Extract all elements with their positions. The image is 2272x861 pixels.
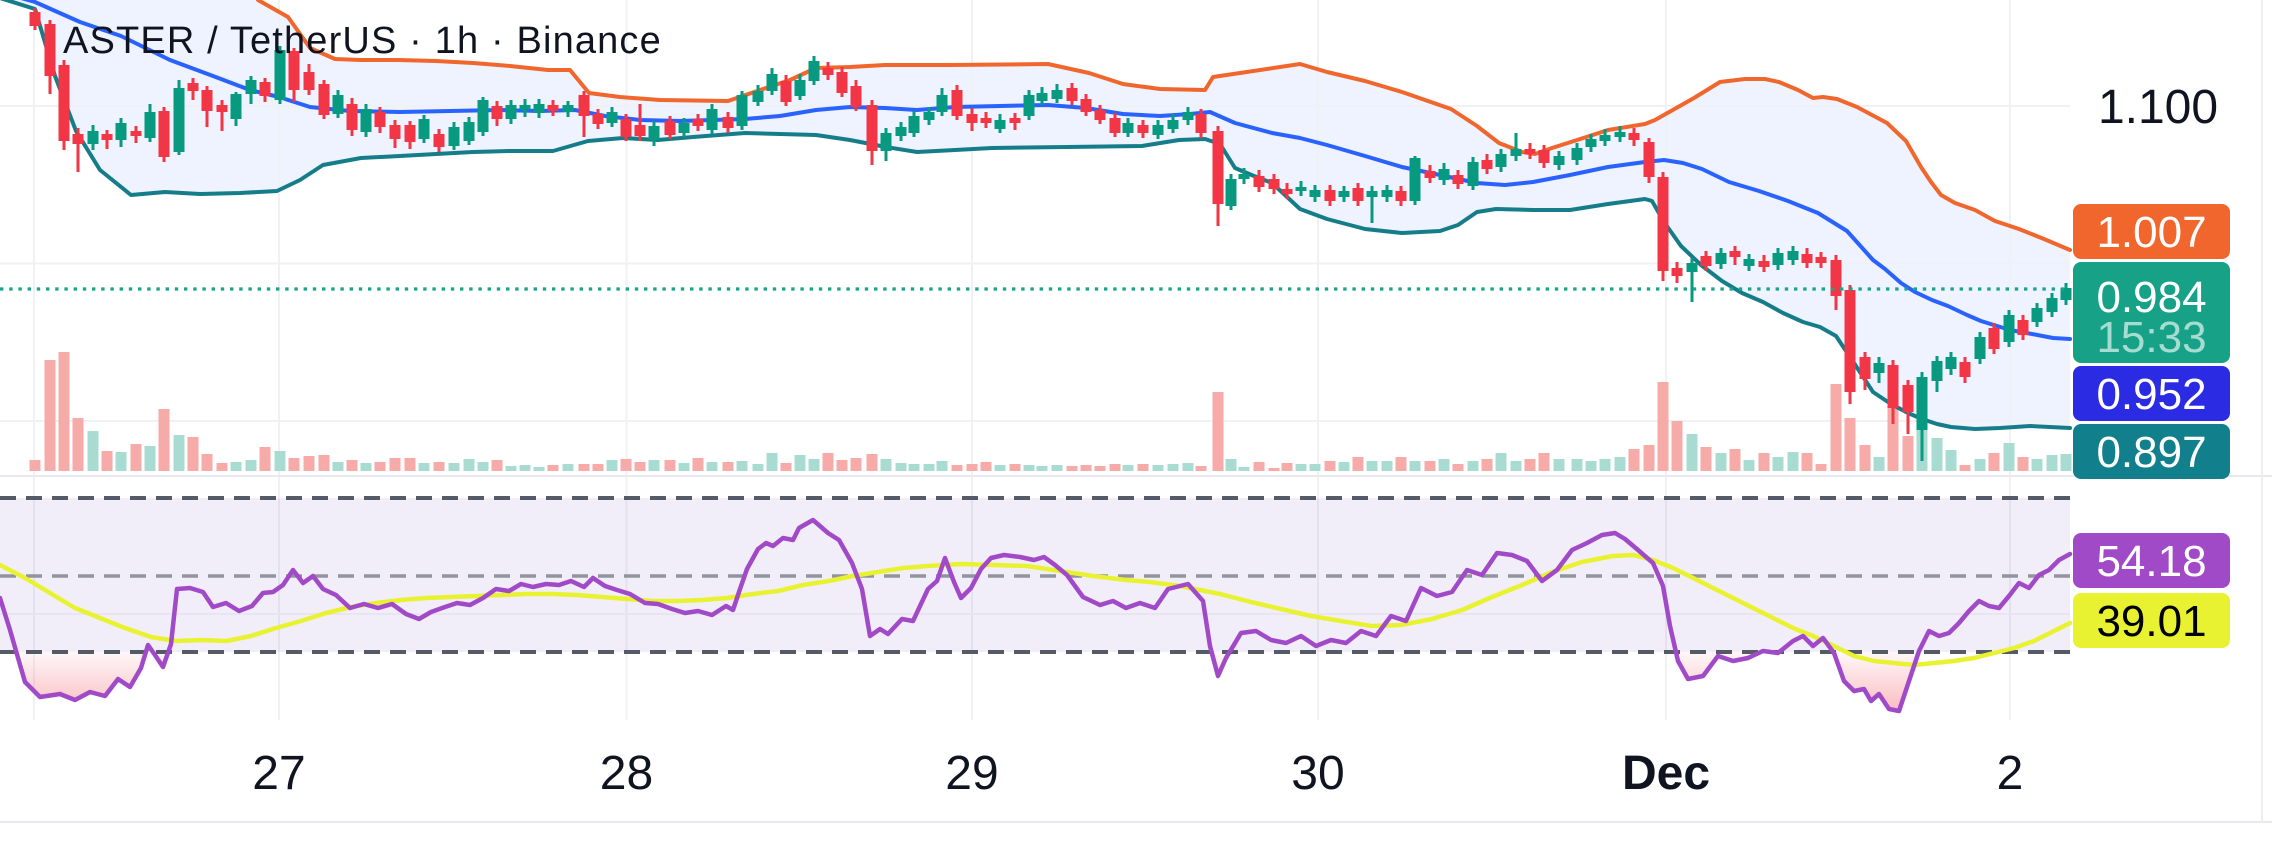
svg-text:1.100: 1.100 [2098, 81, 2218, 134]
svg-text:Dec: Dec [1622, 747, 1710, 800]
svg-text:ASTER / TetherUS · 1h · Binanc: ASTER / TetherUS · 1h · Binance [63, 20, 662, 62]
svg-text:2: 2 [1997, 747, 2024, 800]
svg-text:0.984: 0.984 [2096, 273, 2206, 322]
svg-text:28: 28 [600, 747, 653, 800]
svg-text:54.18: 54.18 [2096, 537, 2206, 586]
svg-text:15:33: 15:33 [2096, 313, 2206, 362]
svg-text:29: 29 [945, 747, 998, 800]
svg-text:0.952: 0.952 [2096, 370, 2206, 419]
svg-text:27: 27 [252, 747, 305, 800]
svg-text:30: 30 [1291, 747, 1344, 800]
svg-text:39.01: 39.01 [2096, 597, 2206, 646]
svg-text:1.007: 1.007 [2096, 208, 2206, 257]
svg-text:0.897: 0.897 [2096, 428, 2206, 477]
